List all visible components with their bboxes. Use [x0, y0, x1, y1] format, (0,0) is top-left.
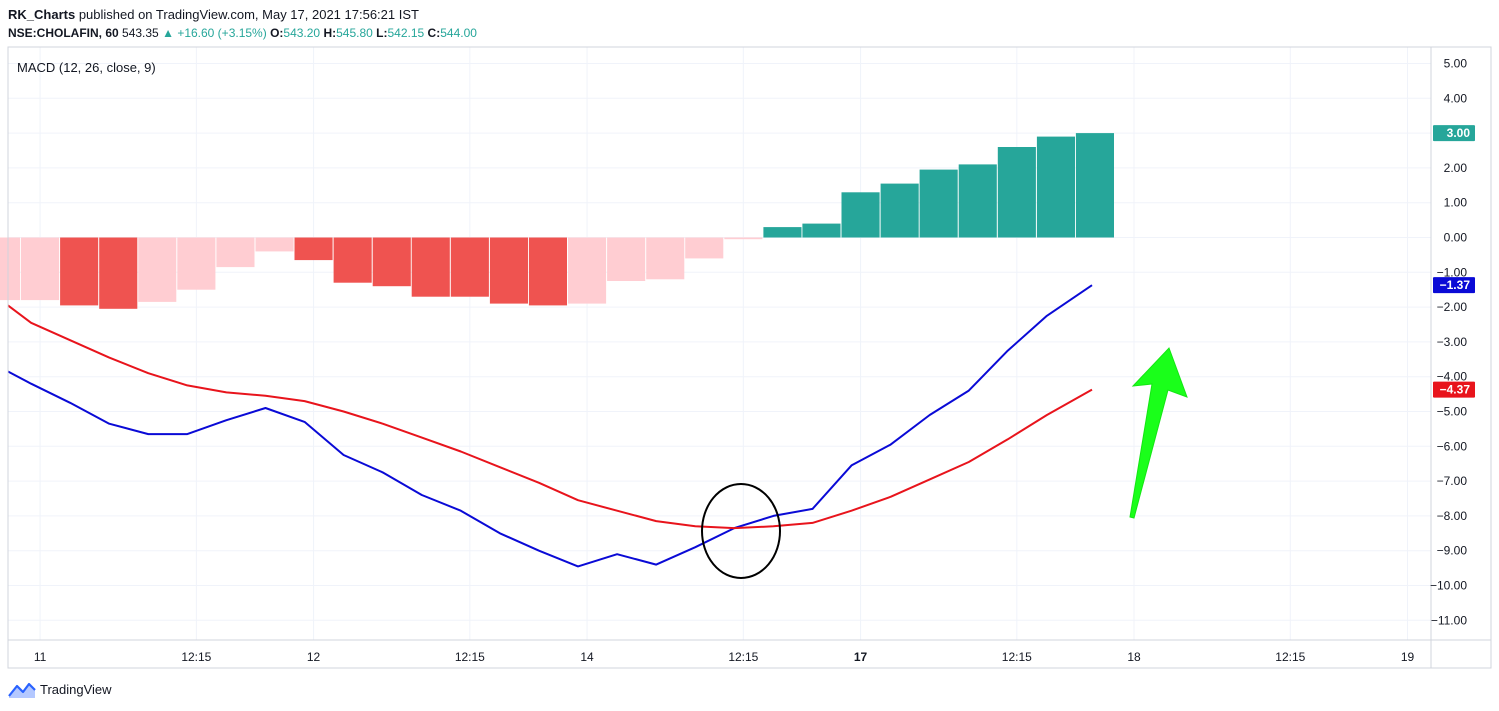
- last-value-badge: [1433, 125, 1475, 142]
- histogram-bar: [333, 237, 372, 283]
- histogram-bar: [138, 237, 177, 302]
- indicator-label[interactable]: MACD (12, 26, close, 9): [17, 60, 156, 75]
- histogram-bar: [177, 237, 216, 290]
- histogram-bar: [411, 237, 450, 297]
- y-tick-label: −9.00: [1437, 544, 1468, 558]
- publish-info: RK_Charts published on TradingView.com, …: [8, 7, 419, 23]
- y-tick-label: −8.00: [1437, 509, 1468, 523]
- histogram-bar: [489, 237, 528, 304]
- histogram-bar: [99, 237, 138, 309]
- chart-frame: [7, 46, 1492, 669]
- x-tick-label: 11: [34, 650, 47, 664]
- histogram-bar: [1075, 133, 1114, 238]
- y-tick-label: −2.00: [1437, 300, 1468, 314]
- histogram-bar: [21, 237, 60, 301]
- macd-lines: [7, 284, 1093, 568]
- y-tick-label: −11.00: [1431, 613, 1467, 627]
- last-value-badge: [1433, 277, 1475, 294]
- signal-line: [7, 304, 1093, 530]
- histogram-bar: [568, 237, 607, 304]
- price-axis: 5.00 4.00 3.00 2.00 1.00 0.00 −1.00 −2.00 −3.00 −…: [1430, 57, 1475, 627]
- symbol-name: NSE:CHOLAFIN, 60: [8, 26, 119, 40]
- published-text: published on TradingView.com, May 17, 20…: [78, 7, 419, 22]
- histogram-bar: [216, 237, 255, 268]
- x-tick-label: 12:15: [455, 650, 485, 664]
- x-tick-label: 18: [1127, 650, 1141, 664]
- histogram-bar: [763, 227, 802, 238]
- histogram-bar: [919, 169, 958, 238]
- high-label: H:: [323, 26, 337, 40]
- chart-border: [7, 46, 1492, 669]
- last-value-label: 3.00: [1447, 126, 1471, 140]
- x-tick-label: 12:15: [1002, 650, 1032, 664]
- x-tick-label: 12:15: [728, 650, 758, 664]
- histogram-bar: [0, 237, 21, 301]
- y-tick-label: −3.00: [1437, 335, 1468, 349]
- macd-line: [7, 284, 1093, 568]
- symbol-info: NSE:CHOLAFIN, 60 543.35 ▲ +16.60 (+3.15%…: [8, 25, 477, 41]
- x-tick-label: 19: [1401, 650, 1415, 664]
- last-price: 543.35: [122, 26, 159, 40]
- tradingview-logo-icon[interactable]: [8, 681, 36, 699]
- x-tick-label: 12:15: [181, 650, 211, 664]
- histogram-bar: [685, 237, 724, 259]
- author-name[interactable]: RK_Charts: [8, 7, 76, 22]
- macd-histogram: [0, 133, 1114, 309]
- histogram-bar: [1036, 136, 1075, 238]
- high-value: 545.80: [336, 26, 373, 40]
- last-value-badge: [1433, 381, 1475, 398]
- open-value: 543.20: [283, 26, 321, 40]
- histogram-bar: [646, 237, 685, 280]
- histogram-bar: [372, 237, 411, 287]
- x-tick-label: 14: [580, 650, 594, 664]
- y-tick-label: 2.00: [1444, 161, 1468, 175]
- open-label: O:: [270, 26, 284, 40]
- close-value: 544.00: [440, 26, 477, 40]
- y-tick-label: −10.00: [1430, 579, 1467, 593]
- histogram-bar: [724, 237, 763, 240]
- x-tick-label: 12: [307, 650, 321, 664]
- y-tick-label: 5.00: [1444, 57, 1468, 71]
- up-arrow-icon: ▲: [162, 26, 174, 40]
- histogram-bar: [841, 192, 880, 238]
- histogram-bar: [607, 237, 646, 281]
- y-tick-label: −1.00: [1437, 265, 1468, 279]
- last-value-label: −4.37: [1440, 383, 1471, 397]
- low-label: L:: [376, 26, 388, 40]
- green-up-arrow: [1129, 347, 1188, 519]
- close-label: C:: [427, 26, 441, 40]
- y-tick-label: 0.00: [1444, 231, 1468, 245]
- histogram-bar: [958, 164, 997, 238]
- histogram-bar: [528, 237, 567, 306]
- time-axis: 11 12:15 12 12:15 14 12:15 17 12:15 18 12:15 19: [34, 650, 1415, 664]
- y-tick-label: 1.00: [1444, 196, 1468, 210]
- y-tick-label: −5.00: [1437, 405, 1468, 419]
- x-tick-label: 17: [854, 650, 868, 664]
- tradingview-brand[interactable]: TradingView: [40, 682, 112, 697]
- histogram-bar: [255, 237, 294, 252]
- low-value: 542.15: [387, 26, 425, 40]
- histogram-bar: [450, 237, 489, 297]
- chart-grid: [8, 47, 1431, 640]
- histogram-bar: [880, 183, 919, 238]
- histogram-bar: [60, 237, 99, 306]
- y-tick-label: −6.00: [1437, 439, 1468, 453]
- footer: TradingView: [8, 681, 112, 699]
- y-tick-label: −4.00: [1437, 370, 1468, 384]
- crossover-circle: [701, 483, 781, 579]
- histogram-bar: [294, 237, 333, 261]
- y-tick-label: 4.00: [1444, 91, 1468, 105]
- chart-annotations: [701, 347, 1188, 579]
- price-change: +16.60 (+3.15%): [177, 26, 267, 40]
- histogram-bar: [997, 147, 1036, 238]
- histogram-bar: [802, 223, 841, 238]
- x-tick-label: 12:15: [1275, 650, 1305, 664]
- last-value-label: −1.37: [1440, 278, 1471, 292]
- y-tick-label: −7.00: [1437, 474, 1468, 488]
